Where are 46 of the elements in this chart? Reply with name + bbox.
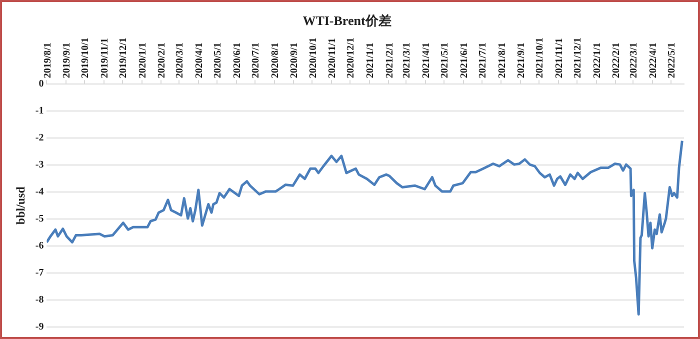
- x-tick-label: 2020/12/1: [346, 38, 357, 78]
- x-tick-label: 2021/4/1: [420, 42, 432, 78]
- x-tick-label: 2021/11/1: [554, 38, 565, 78]
- x-tick-label: 2020/8/1: [270, 42, 281, 78]
- x-tick-label: 2021/8/1: [496, 42, 508, 78]
- x-tick-label: 2021/5/1: [440, 42, 451, 78]
- x-tick-label: 2020/10/1: [308, 38, 319, 78]
- x-tick-label: 2019/10/1: [80, 38, 92, 78]
- x-tick-label: 2020/11/1: [327, 38, 338, 78]
- x-tick-label: 2021/9/1: [516, 42, 528, 78]
- x-tick-label: 2021/1/1: [364, 42, 376, 78]
- x-tick-label: 2022/4/1: [648, 42, 659, 78]
- x-tick-label: 2020/7/1: [250, 42, 262, 78]
- y-tick-label: -4: [35, 186, 44, 198]
- x-tick-label: 2021/12/1: [572, 38, 584, 78]
- x-tick-label: 2022/5/1: [666, 42, 678, 78]
- x-tick-label: 2020/9/1: [289, 42, 300, 78]
- x-tick-label: 2021/10/1: [534, 38, 546, 78]
- x-tick-label: 2020/4/1: [194, 42, 206, 78]
- y-tick-label: -6: [35, 240, 44, 252]
- x-tick-label: 2021/3/1: [402, 42, 413, 78]
- y-tick-label: -7: [35, 268, 44, 279]
- x-tick-label: 2020/6/1: [232, 42, 243, 78]
- y-tick-label: -3: [35, 160, 44, 171]
- y-axis-title: bbl/usd: [13, 186, 28, 225]
- x-tick-label: 2021/6/1: [458, 42, 470, 78]
- x-tick-label: 2020/3/1: [174, 42, 186, 78]
- x-tick-label: 2022/2/1: [611, 42, 622, 78]
- x-tick-label: 2019/8/1: [42, 42, 54, 78]
- y-tick-label: 0: [38, 78, 44, 90]
- x-tick-label: 2021/7/1: [478, 42, 489, 78]
- y-tick-label: -8: [35, 294, 44, 306]
- x-tick-label: 2022/3/1: [628, 42, 640, 78]
- x-tick-label: 2019/12/1: [118, 38, 130, 78]
- y-tick-label: -9: [35, 322, 44, 333]
- x-tick-label: 2019/11/1: [100, 38, 111, 78]
- x-tick-label: 2020/1/1: [137, 42, 148, 78]
- x-tick-label: 2019/9/1: [62, 42, 73, 78]
- x-tick-label: 2022/1/1: [592, 42, 603, 78]
- y-tick-label: -5: [35, 214, 44, 225]
- y-tick-label: -2: [35, 132, 44, 144]
- chart-title: WTI-Brent价差: [302, 13, 392, 28]
- x-tick-label: 2020/2/1: [156, 42, 168, 78]
- y-tick-label: -1: [35, 106, 44, 117]
- x-tick-label: 2020/5/1: [212, 42, 224, 78]
- x-tick-label: 2021/2/1: [384, 42, 396, 78]
